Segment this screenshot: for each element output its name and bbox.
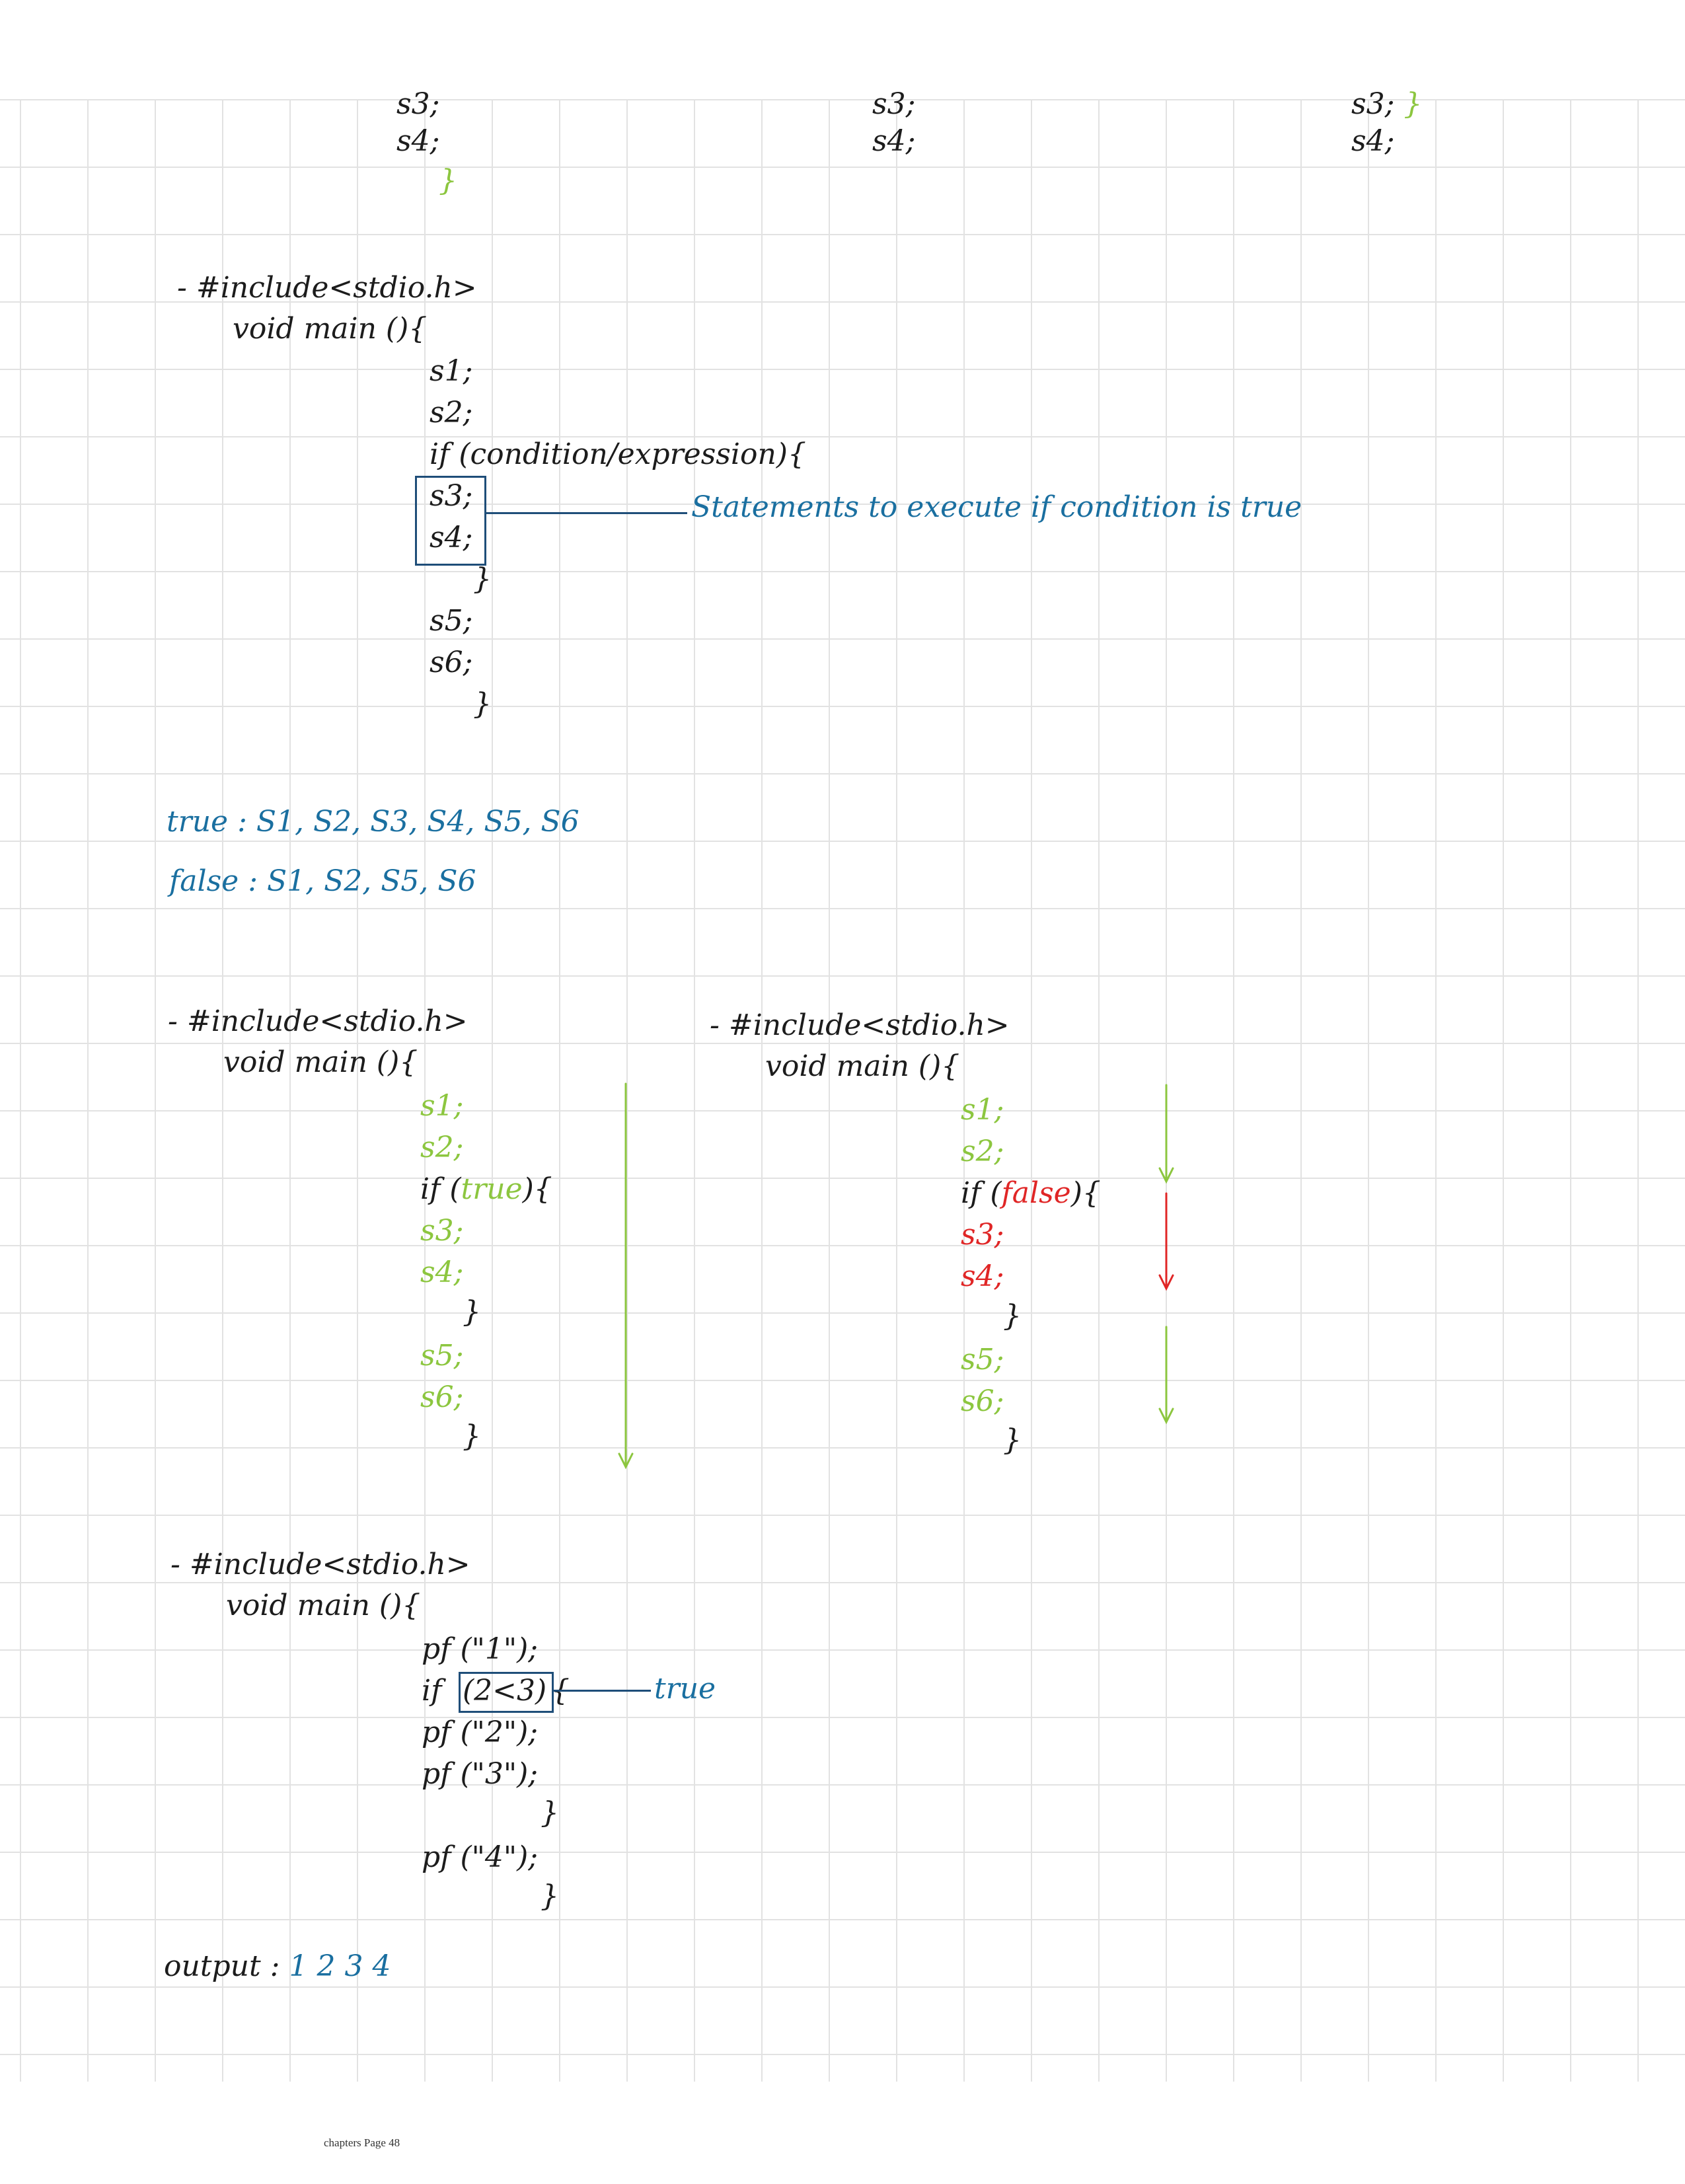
expf-pf3: pf ("3"); [422,1757,539,1791]
exf-include: - #include<stdio.h> [710,1008,1010,1042]
ex1-include: - #include<stdio.h> [177,271,477,305]
summary-false-rest: : S1, S2, S5, S6 [239,864,476,898]
ext-cond: true [461,1172,523,1206]
top-col1-s4: s4; [396,124,440,158]
ex1-s1: s1; [430,354,473,388]
ext-s3: s3; [420,1214,464,1248]
ex1-close-main: } [473,687,492,721]
false-flow-arrow-1 [1158,1084,1174,1184]
false-flow-arrow-3 [1158,1326,1174,1425]
ext-if: if (true){ [420,1172,552,1206]
top-col3-s4: s4; [1351,124,1395,158]
summary-true: true : S1, S2, S3, S4, S5, S6 [167,805,580,839]
ex1-s2: s2; [430,396,473,430]
exf-s2: s2; [961,1135,1004,1168]
ext-close-main: } [463,1419,481,1453]
summary-false: false : S1, S2, S5, S6 [169,863,476,900]
ext-s6: s6; [420,1380,464,1414]
exf-s6: s6; [961,1384,1004,1418]
expf-pf4: pf ("4"); [422,1840,539,1874]
top-col1-brace: } [439,164,457,198]
ext-include: - #include<stdio.h> [168,1004,468,1038]
ex1-s4: s4; [430,521,473,554]
exf-if: if (false){ [961,1176,1101,1210]
expf-main: void main (){ [226,1589,421,1622]
ext-main: void main (){ [223,1045,418,1079]
top-col3-s3: s3; } [1351,87,1423,121]
expf-include: - #include<stdio.h> [170,1548,470,1581]
top-col3-brace: } [1404,87,1423,121]
expf-pf1: pf ("1"); [422,1632,539,1666]
expf-pf2: pf ("2"); [422,1715,539,1749]
exf-main: void main (){ [765,1049,960,1083]
ex1-main: void main (){ [233,312,428,346]
expf-if: if [422,1674,442,1708]
top-col1-s3: s3; [396,87,440,121]
expf-annotation: true [654,1672,716,1706]
exf-s5: s5; [961,1343,1004,1376]
ex1-s6: s6; [430,646,473,679]
page-footer: chapters Page 48 [324,2136,400,2149]
output-line: output : 1 2 3 4 [164,1948,391,1985]
exf-s3: s3; [961,1218,1004,1252]
ext-s1: s1; [420,1089,464,1123]
summary-false-word: false [169,864,239,898]
false-flow-arrow-2 [1158,1192,1174,1291]
ex1-highlight-box [415,476,486,566]
output-value: 1 2 3 4 [289,1949,391,1983]
exf-s4: s4; [961,1260,1004,1293]
ex1-annotation: Statements to execute if condition is tr… [691,490,1302,524]
true-flow-arrow [618,1082,634,1470]
exf-cond: false [1001,1176,1071,1210]
ext-s4: s4; [420,1256,464,1289]
top-col2-s4: s4; [872,124,916,158]
expf-close-if: } [541,1796,559,1830]
output-label: output : [164,1949,289,1983]
notebook-grid [0,99,1685,2082]
ex1-s3: s3; [430,479,473,513]
ex1-pointer-line [484,512,687,514]
ex1-if: if (condition/expression){ [430,437,806,471]
expf-cond-box [459,1672,554,1713]
expf-pointer-line [552,1690,651,1692]
exf-s1: s1; [961,1093,1004,1127]
expf-cond: (2<3) [463,1674,547,1708]
exf-close-main: } [1003,1423,1022,1457]
exf-close-if: } [1003,1299,1022,1333]
top-col2-s3: s3; [872,87,916,121]
expf-close-main: } [541,1879,559,1913]
ext-s2: s2; [420,1131,464,1164]
ext-close-if: } [463,1295,481,1329]
ex1-s5: s5; [430,604,473,638]
ex1-close-if: } [473,562,492,596]
ext-s5: s5; [420,1339,464,1373]
